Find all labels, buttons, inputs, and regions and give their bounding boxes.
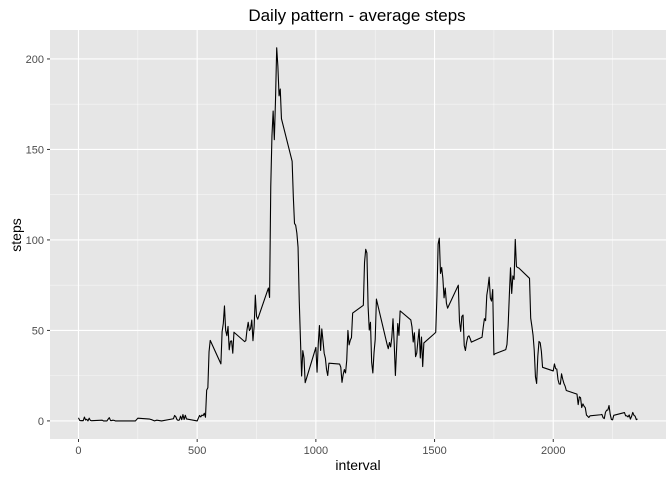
minor-gridlines <box>50 30 666 439</box>
x-axis: 0 500 1000 1500 2000 <box>75 439 565 457</box>
x-tick-label: 2000 <box>541 445 565 457</box>
x-tick-label: 1000 <box>304 445 328 457</box>
y-tick-label: 200 <box>26 54 44 66</box>
y-tick-label: 0 <box>38 416 44 428</box>
y-tick-label: 50 <box>32 325 44 337</box>
steps-series-line <box>77 47 638 422</box>
x-tick-label: 1500 <box>422 445 446 457</box>
chart-title: Daily pattern - average steps <box>248 6 465 25</box>
y-axis: 0 50 100 150 200 <box>26 54 50 428</box>
x-tick-label: 0 <box>75 445 81 457</box>
x-axis-label: interval <box>335 457 380 473</box>
plot-panel <box>50 30 666 439</box>
y-tick-label: 150 <box>26 144 44 156</box>
x-tick-label: 500 <box>188 445 206 457</box>
y-tick-label: 100 <box>26 235 44 247</box>
y-axis-label: steps <box>8 218 24 251</box>
